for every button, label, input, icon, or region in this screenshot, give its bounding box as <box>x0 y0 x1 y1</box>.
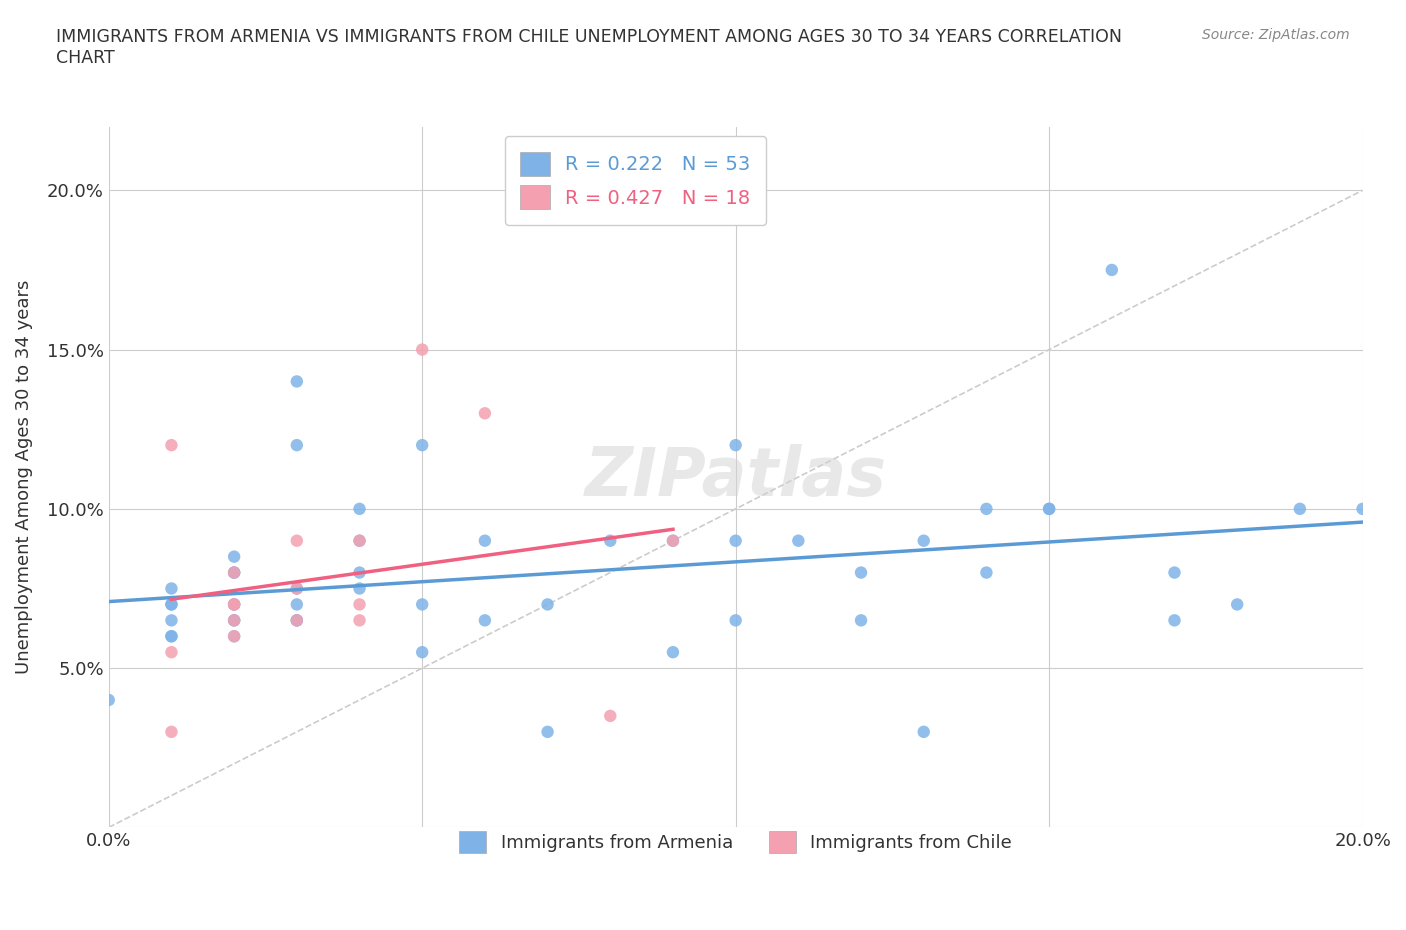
Point <box>224 597 246 612</box>
Point <box>474 613 496 628</box>
Point <box>1163 565 1185 580</box>
Text: Source: ZipAtlas.com: Source: ZipAtlas.com <box>1202 28 1350 42</box>
Point <box>411 342 433 357</box>
Point <box>224 565 246 580</box>
Point <box>349 597 371 612</box>
Point <box>224 597 246 612</box>
Point <box>224 613 246 628</box>
Point <box>224 629 246 644</box>
Point <box>349 565 371 580</box>
Point <box>224 597 246 612</box>
Point <box>976 501 998 516</box>
Point <box>536 597 558 612</box>
Point <box>474 405 496 420</box>
Point <box>849 613 872 628</box>
Point <box>160 581 183 596</box>
Point <box>285 374 308 389</box>
Point <box>97 693 120 708</box>
Point <box>1038 501 1060 516</box>
Point <box>787 533 810 548</box>
Point <box>285 438 308 453</box>
Point <box>349 533 371 548</box>
Point <box>411 438 433 453</box>
Point <box>349 581 371 596</box>
Point <box>1101 262 1123 277</box>
Point <box>411 644 433 659</box>
Point <box>1038 501 1060 516</box>
Point <box>724 613 747 628</box>
Point <box>662 533 685 548</box>
Point <box>285 613 308 628</box>
Point <box>285 581 308 596</box>
Point <box>285 533 308 548</box>
Point <box>536 724 558 739</box>
Point <box>224 565 246 580</box>
Point <box>224 565 246 580</box>
Point <box>160 629 183 644</box>
Point <box>599 709 621 724</box>
Point <box>724 533 747 548</box>
Point <box>599 533 621 548</box>
Point <box>224 613 246 628</box>
Point <box>285 597 308 612</box>
Text: ZIPatlas: ZIPatlas <box>585 444 887 510</box>
Point <box>1289 501 1312 516</box>
Point <box>160 438 183 453</box>
Point <box>724 438 747 453</box>
Y-axis label: Unemployment Among Ages 30 to 34 years: Unemployment Among Ages 30 to 34 years <box>15 280 32 674</box>
Point <box>160 629 183 644</box>
Point <box>160 597 183 612</box>
Point <box>160 613 183 628</box>
Point <box>285 613 308 628</box>
Point <box>912 533 935 548</box>
Point <box>285 613 308 628</box>
Point <box>1226 597 1249 612</box>
Text: IMMIGRANTS FROM ARMENIA VS IMMIGRANTS FROM CHILE UNEMPLOYMENT AMONG AGES 30 TO 3: IMMIGRANTS FROM ARMENIA VS IMMIGRANTS FR… <box>56 28 1122 67</box>
Point <box>224 550 246 565</box>
Point <box>662 533 685 548</box>
Point <box>1351 501 1374 516</box>
Point <box>1163 613 1185 628</box>
Point <box>349 501 371 516</box>
Point <box>160 644 183 659</box>
Point <box>411 597 433 612</box>
Point <box>160 724 183 739</box>
Point <box>285 581 308 596</box>
Point <box>349 613 371 628</box>
Point <box>349 533 371 548</box>
Point <box>224 613 246 628</box>
Point <box>474 533 496 548</box>
Point <box>160 597 183 612</box>
Point <box>849 565 872 580</box>
Legend: Immigrants from Armenia, Immigrants from Chile: Immigrants from Armenia, Immigrants from… <box>444 817 1026 868</box>
Point <box>912 724 935 739</box>
Point <box>224 629 246 644</box>
Point <box>976 565 998 580</box>
Point <box>662 644 685 659</box>
Point <box>224 597 246 612</box>
